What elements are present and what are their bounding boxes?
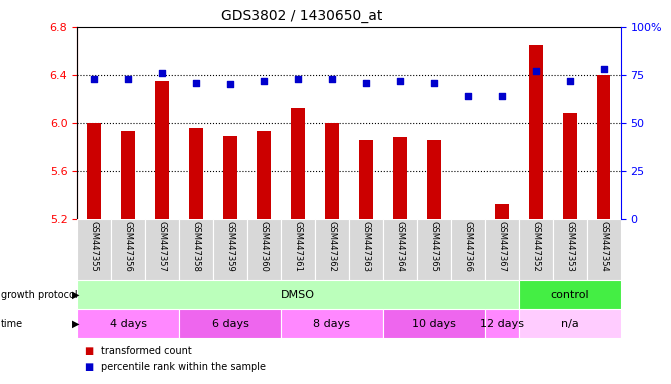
Bar: [247, 219, 281, 280]
Text: GSM447359: GSM447359: [225, 221, 235, 271]
Text: 8 days: 8 days: [313, 318, 350, 329]
Point: [123, 76, 134, 82]
Point: [564, 78, 575, 84]
Bar: [77, 309, 179, 338]
Text: 4 days: 4 days: [109, 318, 147, 329]
Text: GSM447364: GSM447364: [395, 221, 405, 271]
Bar: [485, 219, 519, 280]
Text: GSM447352: GSM447352: [531, 221, 540, 271]
Text: GSM447353: GSM447353: [565, 221, 574, 271]
Text: GSM447361: GSM447361: [293, 221, 303, 271]
Bar: [77, 280, 519, 309]
Bar: [77, 219, 111, 280]
Text: GSM447355: GSM447355: [90, 221, 99, 271]
Text: GDS3802 / 1430650_at: GDS3802 / 1430650_at: [221, 9, 382, 23]
Text: GSM447356: GSM447356: [123, 221, 133, 271]
Bar: [291, 109, 305, 219]
Bar: [553, 219, 586, 280]
Point: [191, 79, 201, 86]
Bar: [87, 123, 101, 219]
Bar: [315, 219, 349, 280]
Point: [497, 93, 507, 99]
Text: growth protocol: growth protocol: [1, 290, 77, 300]
Point: [462, 93, 473, 99]
Bar: [451, 219, 485, 280]
Text: GSM447367: GSM447367: [497, 221, 507, 272]
Bar: [485, 309, 519, 338]
Bar: [519, 280, 621, 309]
Bar: [495, 205, 509, 219]
Bar: [586, 219, 621, 280]
Text: 6 days: 6 days: [211, 318, 248, 329]
Point: [258, 78, 269, 84]
Bar: [281, 219, 315, 280]
Point: [429, 79, 440, 86]
Bar: [223, 136, 237, 219]
Bar: [189, 128, 203, 219]
Bar: [111, 219, 145, 280]
Text: ▶: ▶: [72, 318, 80, 329]
Text: GSM447365: GSM447365: [429, 221, 438, 271]
Bar: [563, 113, 576, 219]
Text: 10 days: 10 days: [412, 318, 456, 329]
Bar: [519, 219, 553, 280]
Text: GSM447362: GSM447362: [327, 221, 336, 271]
Bar: [349, 219, 383, 280]
Point: [157, 70, 168, 76]
Text: GSM447354: GSM447354: [599, 221, 608, 271]
Bar: [179, 309, 281, 338]
Bar: [519, 309, 621, 338]
Point: [327, 76, 338, 82]
Text: GSM447366: GSM447366: [463, 221, 472, 272]
Text: percentile rank within the sample: percentile rank within the sample: [101, 362, 266, 372]
Bar: [383, 309, 485, 338]
Point: [225, 81, 236, 88]
Bar: [325, 123, 339, 219]
Bar: [597, 75, 611, 219]
Bar: [155, 81, 169, 219]
Text: ■: ■: [84, 362, 93, 372]
Bar: [145, 219, 179, 280]
Point: [599, 66, 609, 72]
Text: DMSO: DMSO: [281, 290, 315, 300]
Text: ▶: ▶: [72, 290, 80, 300]
Text: GSM447363: GSM447363: [362, 221, 370, 272]
Text: transformed count: transformed count: [101, 346, 191, 356]
Bar: [179, 219, 213, 280]
Bar: [359, 140, 372, 219]
Text: n/a: n/a: [561, 318, 578, 329]
Point: [293, 76, 303, 82]
Text: control: control: [550, 290, 589, 300]
Point: [89, 76, 99, 82]
Bar: [121, 131, 135, 219]
Point: [530, 68, 541, 74]
Bar: [281, 309, 383, 338]
Text: GSM447358: GSM447358: [191, 221, 201, 271]
Point: [395, 78, 405, 84]
Text: ■: ■: [84, 346, 93, 356]
Text: time: time: [1, 318, 23, 329]
Text: GSM447357: GSM447357: [158, 221, 166, 271]
Bar: [213, 219, 247, 280]
Bar: [417, 219, 451, 280]
Bar: [427, 140, 441, 219]
Bar: [383, 219, 417, 280]
Bar: [529, 45, 543, 219]
Bar: [393, 137, 407, 219]
Text: 12 days: 12 days: [480, 318, 524, 329]
Bar: [257, 131, 271, 219]
Bar: [461, 219, 474, 220]
Point: [360, 79, 371, 86]
Text: GSM447360: GSM447360: [260, 221, 268, 271]
